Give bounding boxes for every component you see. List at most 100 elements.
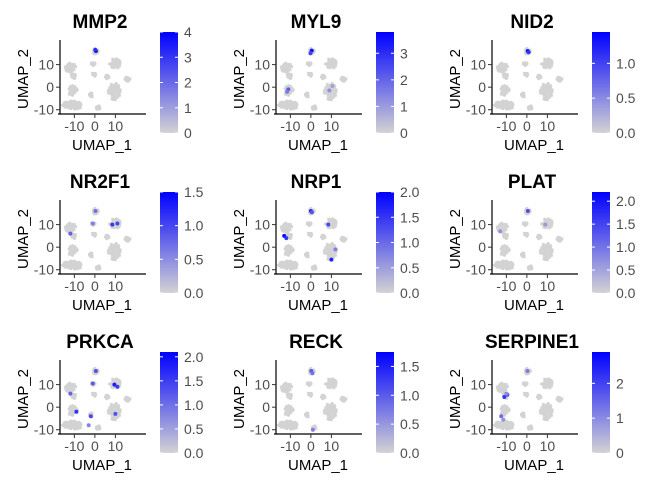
cell-point [73, 384, 77, 388]
cell-point [543, 380, 547, 384]
cell-point [510, 421, 514, 425]
cell-point [505, 407, 510, 411]
cell-point [94, 265, 98, 269]
x-tick-label: -10 [496, 438, 516, 454]
cell-point [548, 247, 552, 251]
cell-point [73, 87, 78, 91]
cell-point [495, 265, 499, 269]
cell-point [286, 393, 290, 397]
cell-point [69, 407, 73, 411]
cell-point [504, 266, 508, 270]
cell-point [65, 262, 70, 266]
cell-point [502, 229, 506, 233]
cell-point [294, 426, 298, 430]
cell-point [73, 259, 77, 263]
cell-point [91, 63, 95, 67]
cell-point [105, 397, 109, 401]
cell-point [505, 384, 509, 388]
cell-point [543, 257, 547, 261]
cell-point [288, 266, 292, 270]
cell-point [288, 106, 292, 110]
cell-point [498, 63, 502, 67]
cell-point [115, 95, 119, 99]
cell-point [327, 60, 331, 64]
cell-point [549, 93, 553, 97]
cell-point [285, 384, 289, 388]
cell-point [526, 105, 530, 109]
cell-point [310, 105, 314, 109]
expressing-cell-point [330, 84, 335, 88]
cell-point [281, 68, 285, 72]
cell-point [108, 382, 112, 386]
cell-point [546, 411, 550, 415]
panel-title: PLAT [508, 172, 557, 193]
cell-point [65, 228, 69, 232]
cell-point [525, 394, 529, 398]
cell-point [330, 381, 335, 385]
cell-point [505, 235, 509, 239]
cell-point [307, 223, 311, 227]
cell-point [70, 386, 74, 390]
cell-point [289, 259, 293, 263]
cell-point [284, 424, 288, 428]
cell-point [111, 97, 115, 101]
cell-point [543, 60, 547, 64]
expressing-cell-point [333, 247, 338, 252]
cell-point [108, 85, 112, 89]
y-tick-label: -10 [466, 422, 486, 438]
cell-point [113, 243, 117, 247]
cell-point [505, 224, 509, 228]
y-axis-label: UMAP_2 [231, 369, 248, 429]
colorbar-tick-label: 0 [616, 445, 624, 461]
cell-point [116, 247, 120, 251]
cell-point [294, 266, 298, 270]
cell-point [90, 95, 94, 99]
panel-prkca: PRKCA -10 0 10 -10 0 10 UMAP_1 UMAP_2 0.0 0.5 1.0 1.… [15, 332, 204, 474]
cell-point [548, 64, 552, 68]
cell-point [332, 224, 336, 228]
cell-point [497, 68, 501, 72]
cell-point [289, 75, 293, 79]
cell-point [324, 382, 328, 386]
cell-point [117, 253, 121, 257]
x-tick-label: -10 [64, 278, 84, 294]
cell-point [285, 407, 289, 411]
cell-point [70, 226, 74, 230]
cell-points [277, 206, 348, 271]
cell-point [113, 403, 117, 407]
cell-point [124, 398, 128, 402]
cell-point [70, 73, 74, 77]
cell-point [503, 102, 507, 106]
cell-point [334, 380, 338, 384]
cell-point [321, 77, 325, 81]
panel-title: RECK [289, 332, 343, 353]
cell-point [62, 421, 66, 425]
cell-point [68, 250, 72, 254]
cell-point [505, 259, 509, 263]
cell-point [504, 91, 508, 95]
cell-point [550, 220, 554, 224]
y-tick-label: -10 [250, 422, 270, 438]
cell-point [286, 233, 290, 237]
cell-point [289, 224, 293, 228]
cell-point [282, 383, 286, 387]
cell-point [97, 267, 102, 271]
cell-point [72, 91, 76, 95]
cell-point [282, 223, 286, 227]
y-axis-label: UMAP_2 [15, 369, 32, 429]
cell-point [108, 245, 112, 249]
cell-point [111, 257, 115, 261]
panel-title: MMP2 [73, 12, 128, 33]
cell-point [285, 419, 289, 423]
x-tick-label: 0 [523, 278, 531, 294]
cell-point [550, 60, 554, 64]
cell-point [72, 106, 76, 110]
x-axis-label: UMAP_1 [72, 137, 132, 154]
cell-point [505, 99, 509, 103]
cell-point [108, 62, 112, 66]
cell-point [73, 395, 77, 399]
cell-point [331, 95, 335, 99]
expressing-cell-point [309, 210, 314, 215]
y-tick-label: -10 [34, 102, 54, 118]
cell-point [289, 419, 293, 423]
